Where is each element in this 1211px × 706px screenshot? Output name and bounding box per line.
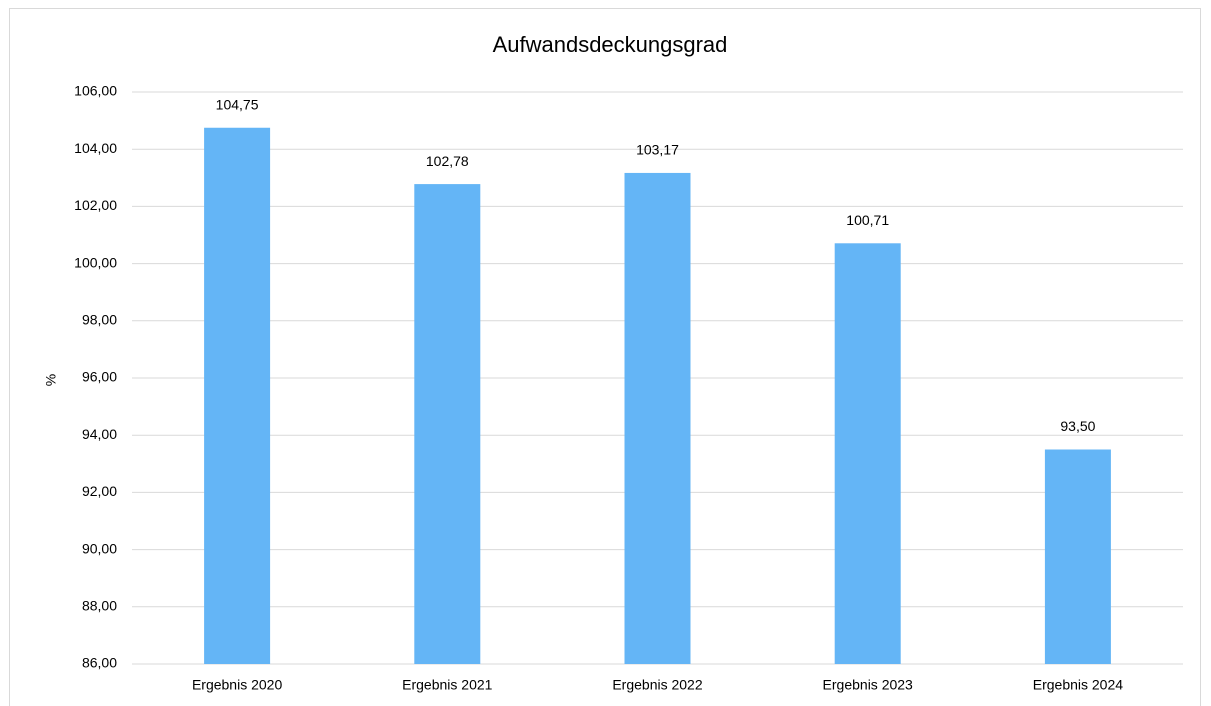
chart-frame [9,8,1201,706]
x-tick-label: Ergebnis 2023 [823,677,914,693]
bar [1044,449,1111,664]
chart-title: Aufwandsdeckungsgrad [493,32,728,57]
data-label: 102,78 [426,153,469,169]
y-tick-label: 106,00 [74,83,117,99]
y-tick-label: 88,00 [82,598,117,614]
x-tick-label: Ergebnis 2021 [402,677,493,693]
y-tick-label: 98,00 [82,312,117,328]
data-label: 93,50 [1060,418,1095,434]
data-label: 104,75 [216,96,259,112]
data-label: 103,17 [636,142,679,158]
y-tick-label: 104,00 [74,140,117,156]
y-tick-label: 96,00 [82,369,117,385]
x-tick-label: Ergebnis 2022 [612,677,703,693]
y-tick-label: 90,00 [82,540,117,556]
y-tick-label: 100,00 [74,254,117,270]
y-tick-label: 92,00 [82,483,117,499]
data-label: 100,71 [846,212,889,228]
y-tick-label: 94,00 [82,426,117,442]
bar [204,127,271,664]
bar [834,243,901,664]
bar [414,184,481,665]
y-axis-label: % [43,374,59,386]
y-tick-label: 86,00 [82,655,117,671]
y-tick-label: 102,00 [74,197,117,213]
x-tick-label: Ergebnis 2020 [192,677,283,693]
x-tick-label: Ergebnis 2024 [1033,677,1124,693]
bar [624,172,691,665]
